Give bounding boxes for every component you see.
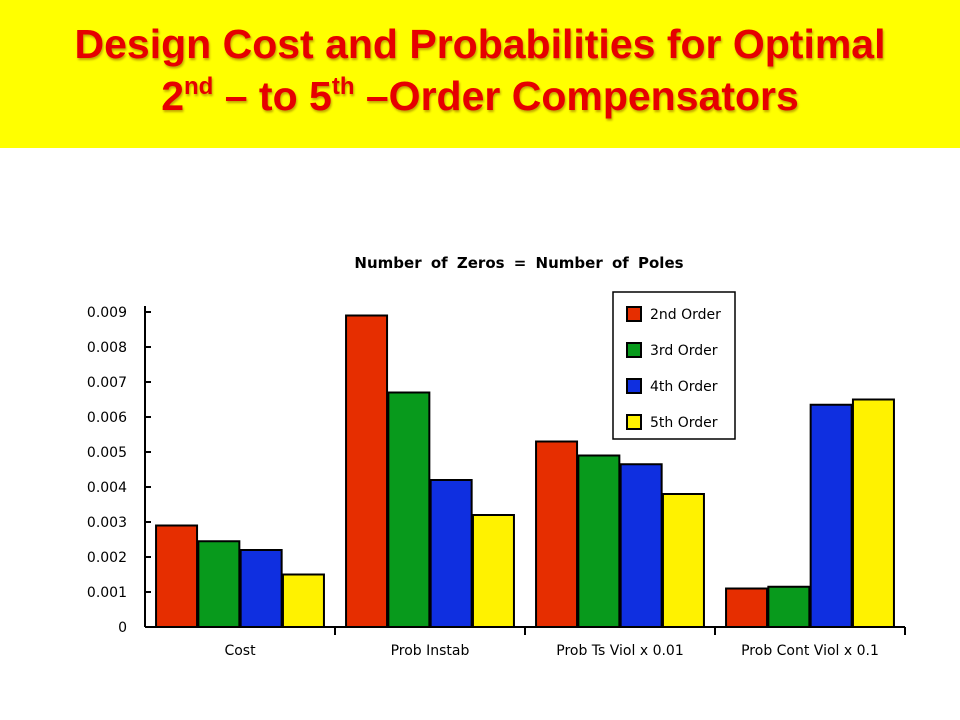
chart-title: Number of Zeros = Number of Poles [354, 254, 683, 272]
bar-2-order [535, 440, 579, 628]
bar-3-order [767, 585, 811, 628]
bar-4-order [239, 549, 283, 628]
bar-4-order [619, 463, 663, 628]
x-tick-label: Cost [224, 643, 256, 659]
title-line-1: Design Cost and Probabilities for Optima… [74, 21, 886, 67]
bar-5-order [281, 573, 325, 628]
y-tick-label: 0.009 [87, 305, 127, 321]
legend-label: 3rd Order [650, 343, 718, 359]
y-tick-label: 0.002 [87, 550, 127, 566]
y-tick-label: 0.001 [87, 585, 127, 601]
plot-area: 0 0.001 0.002 0.003 0.004 0.005 0.006 0.007 0.00… [87, 305, 906, 659]
y-tick-label: 0.005 [87, 445, 127, 461]
bar-3-order [387, 391, 431, 628]
title-sup-2: th [331, 73, 355, 100]
y-tick-label: 0.008 [87, 340, 127, 356]
legend-label: 2nd Order [650, 307, 721, 323]
y-tick-label: 0.006 [87, 410, 127, 426]
title-sup-1: nd [184, 73, 214, 100]
x-tick-label: Prob Instab [391, 643, 470, 659]
legend-label: 5th Order [650, 415, 718, 431]
legend-label: 4th Order [650, 379, 718, 395]
title-part-1: 2 [161, 73, 185, 119]
slide-title: Design Cost and Probabilities for Optima… [0, 18, 960, 122]
bar-3-order [197, 540, 241, 628]
x-tick-label: Prob Ts Viol x 0.01 [556, 643, 684, 659]
y-tick-label: 0.003 [87, 515, 127, 531]
bar-5-order [471, 514, 515, 628]
bar-5-order [661, 493, 705, 628]
legend-swatch [626, 414, 642, 430]
title-banner [0, 0, 960, 148]
bar-4-order [429, 479, 473, 628]
title-part-3: –Order Compensators [354, 73, 799, 119]
y-tick-label: 0.004 [87, 480, 127, 496]
bar-4-order [809, 403, 853, 628]
bar-2-order [345, 314, 389, 628]
bar-2-order [155, 524, 199, 628]
x-tick-label: Prob Cont Viol x 0.1 [741, 643, 879, 659]
y-tick-label: 0 [118, 620, 127, 636]
legend-swatch [626, 342, 642, 358]
legend-swatch [626, 378, 642, 394]
y-tick-label: 0.007 [87, 375, 127, 391]
title-line-2: 2nd – to 5th –Order Compensators [161, 73, 799, 119]
bar-5-order [851, 398, 895, 628]
legend-swatch [626, 306, 642, 322]
bar-3-order [577, 454, 621, 628]
bar-2-order [725, 587, 769, 628]
legend: 2nd Order 3rd Order 4th Order 5th Order [612, 291, 736, 440]
title-part-2: – to 5 [213, 73, 332, 119]
